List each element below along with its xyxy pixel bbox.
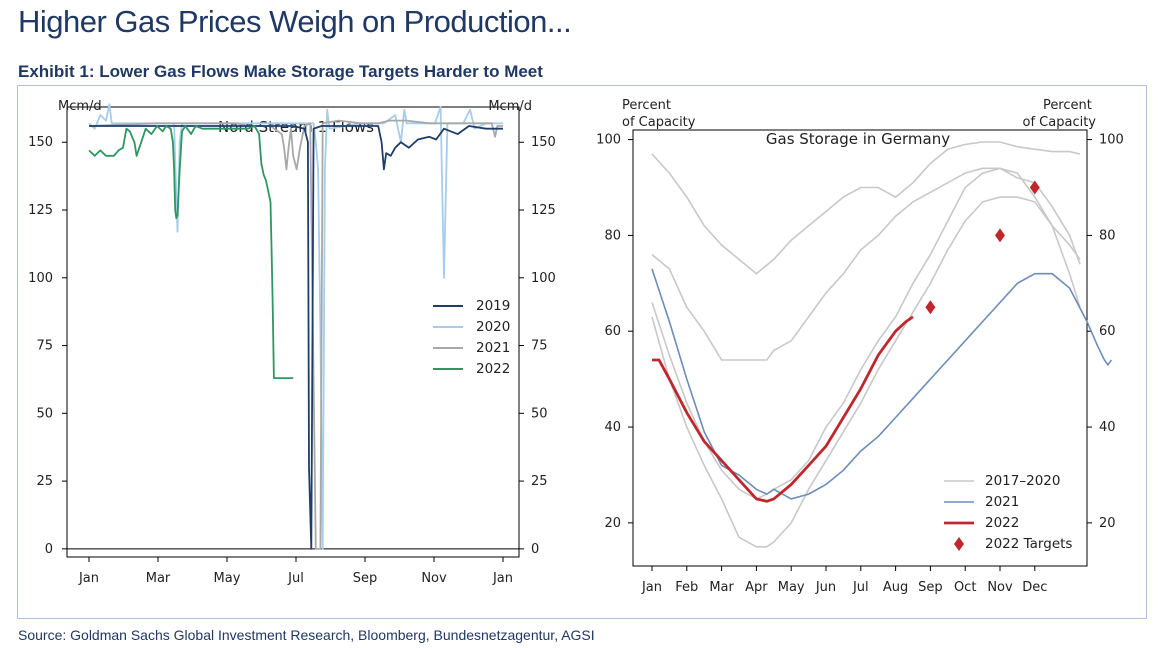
right-ytick-label-right: 80 — [1099, 228, 1116, 243]
left-xtick-label: May — [214, 571, 241, 586]
left-series-line-2019 — [89, 125, 503, 550]
left-legend-label: 2020 — [476, 319, 510, 335]
left-chart: Mcm/d Mcm/d Nord Stream 1 Flows 0 025 2550… — [28, 99, 556, 586]
left-legend-label: 2021 — [476, 340, 510, 356]
right-ylabel-left-line1: Percent — [622, 98, 671, 113]
right-ytick-label-right: 40 — [1099, 420, 1116, 435]
left-xtick-label: Jan — [492, 571, 513, 586]
right-xtick-label: Dec — [1022, 580, 1047, 595]
left-ylabel-right: Mcm/d — [488, 99, 532, 114]
right-ytick-label: 40 — [604, 420, 621, 435]
right-ytick-label: 80 — [604, 228, 621, 243]
left-ytick-label-right: 50 — [531, 406, 548, 421]
right-ytick-label: 60 — [604, 324, 621, 339]
right-legend-label: 2022 — [985, 515, 1019, 531]
right-ytick-label-right: 60 — [1099, 324, 1116, 339]
left-legend-label: 2019 — [476, 298, 510, 314]
right-xtick-label: Jul — [852, 580, 869, 595]
right-series — [651, 141, 1113, 548]
right-xtick-label: Sep — [918, 580, 943, 595]
right-band-line-3 — [651, 167, 1081, 500]
left-ytick-label: 75 — [36, 339, 53, 354]
left-ylabel-left: Mcm/d — [58, 99, 102, 114]
left-series-line-2022 — [88, 125, 294, 379]
right-xtick-label: Feb — [675, 580, 698, 595]
left-xtick-label: Jul — [287, 571, 304, 586]
headline: Higher Gas Prices Weigh on Production... — [18, 4, 572, 39]
right-chart: Percent of Capacity Percent of Capacity … — [596, 98, 1124, 595]
left-legend: 2019 2020 2021 2022 — [433, 298, 510, 377]
right-legend-label: 2017–2020 — [985, 473, 1060, 489]
left-series — [88, 103, 503, 550]
right-legend-label: 2022 Targets — [985, 536, 1072, 552]
right-ylabel-right-line1: Percent — [1043, 98, 1092, 113]
left-ytick-label-right: 150 — [531, 135, 556, 150]
right-series-line-2022 — [652, 315, 914, 503]
left-ytick-label-right: 75 — [531, 339, 548, 354]
left-ytick-label: 25 — [36, 474, 53, 489]
right-xtick-label: May — [778, 580, 805, 595]
right-xtick-label: Jan — [641, 580, 662, 595]
right-ytick-label-right: 100 — [1099, 133, 1124, 148]
right-plot-box — [632, 129, 1088, 567]
left-ytick-label: 125 — [28, 203, 53, 218]
right-xtick-label: Mar — [709, 580, 734, 595]
left-plot-box — [66, 106, 520, 558]
chart-frame — [17, 85, 1147, 619]
left-x-ticks: Jan Mar May Jul Sep Nov Jan — [78, 557, 513, 586]
left-ytick-label-right: 125 — [531, 203, 556, 218]
source-note: Source: Goldman Sachs Global Investment … — [18, 627, 595, 643]
left-series-line-2021 — [88, 119, 503, 550]
right-ytick-label: 20 — [604, 516, 621, 531]
right-target-marker — [925, 300, 936, 315]
left-ytick-label-right: 25 — [531, 474, 548, 489]
left-legend-label: 2022 — [476, 361, 510, 377]
right-y-ticks: 20 20 40 40 60 60 80 80 100 100 — [596, 133, 1124, 531]
right-x-ticks: Jan Feb Mar Apr May Jun Jul Aug Sep Oct Nov Dec — [641, 566, 1047, 595]
right-ylabel-right: Percent of Capacity — [1023, 98, 1097, 130]
right-legend-swatch — [954, 537, 964, 551]
right-ylabel-left-line2: of Capacity — [622, 115, 696, 130]
left-ytick-label: 50 — [36, 406, 53, 421]
right-band-line-4 — [651, 196, 1081, 548]
right-xtick-label: Oct — [954, 580, 976, 595]
right-ytick-label-right: 20 — [1099, 516, 1116, 531]
left-xtick-label: Mar — [146, 571, 171, 586]
right-xtick-label: Apr — [745, 580, 768, 595]
left-ytick-label: 100 — [28, 271, 53, 286]
right-chart-title: Gas Storage in Germany — [766, 130, 950, 148]
right-xtick-label: Jun — [815, 580, 836, 595]
right-legend-label: 2021 — [985, 494, 1019, 510]
left-xtick-label: Nov — [421, 571, 447, 586]
right-xtick-label: Nov — [987, 580, 1013, 595]
right-ylabel-right-line2: of Capacity — [1023, 115, 1097, 130]
left-xtick-label: Sep — [353, 571, 378, 586]
right-ytick-label: 100 — [596, 133, 621, 148]
left-ytick-label: 0 — [45, 542, 53, 557]
left-xtick-label: Jan — [78, 571, 99, 586]
right-target-marker — [1029, 180, 1040, 195]
left-series-line-2020 — [88, 103, 503, 550]
right-band-line-2 — [651, 167, 1081, 361]
left-ytick-label-right: 100 — [531, 271, 556, 286]
right-xtick-label: Aug — [883, 580, 908, 595]
exhibit-title: Exhibit 1: Lower Gas Flows Make Storage … — [18, 62, 543, 81]
left-ytick-label-right: 0 — [531, 542, 539, 557]
right-legend: 2017–2020 2021 2022 2022 Targets — [944, 473, 1072, 552]
right-target-marker — [995, 228, 1005, 243]
right-band-line-1 — [651, 141, 1081, 275]
right-series-line-2021 — [651, 268, 1113, 500]
left-y-ticks: 0 0 25 25 50 50 75 75 100 100 125 125 150 150 — [28, 135, 556, 557]
left-ytick-label: 150 — [28, 135, 53, 150]
right-ylabel-left: Percent of Capacity — [622, 98, 696, 130]
